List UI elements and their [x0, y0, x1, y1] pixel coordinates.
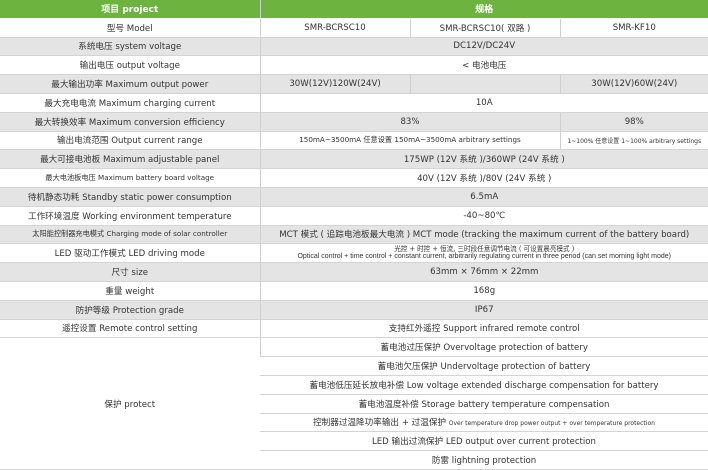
protect-item: 蓄电池温度补偿 Storage battery temperature comp…	[260, 394, 708, 413]
value: 支持红外遥控 Support infrared remote control	[260, 319, 708, 338]
value: 150mA~3500mA 任意设置 150mA~3500mA arbitrary…	[260, 131, 560, 150]
row-protect: 保护 protect 蓄电池过压保护 Overvoltage protectio…	[0, 338, 708, 357]
protect-item: LED 输出过流保护 LED output over current prote…	[260, 432, 708, 451]
row-max-output-power: 最大输出功率 Maximum output power 30W(12V)120W…	[0, 75, 708, 94]
row-max-panel-voltage: 最大电池板电压 Maximum battery board voltage 40…	[0, 169, 708, 188]
label: LED 驱动工作模式 LED driving mode	[0, 244, 260, 263]
row-model: 型号 Model SMR-BCRSC10 SMR-BCRSC10( 双路 ) S…	[0, 18, 708, 37]
row-charging-mode: 太阳能控制器充电模式 Charging mode of solar contro…	[0, 225, 708, 244]
label: 最大输出功率 Maximum output power	[0, 75, 260, 94]
value: 98%	[560, 112, 708, 131]
row-max-efficiency: 最大转换效率 Maximum conversion efficiency 83%…	[0, 112, 708, 131]
value: 30W(12V)120W(24V)	[260, 75, 410, 94]
label: 输出电流范围 Output current range	[0, 131, 260, 150]
row-remote: 遥控设置 Remote control setting 支持红外遥控 Suppo…	[0, 319, 708, 338]
value: 6.5mA	[260, 187, 708, 206]
protect-item: 控制器过温降功率输出 + 过温保护 Over temperature drop …	[260, 413, 708, 432]
row-max-panel: 最大可接电池板 Maximum adjustable panel 175WP (…	[0, 150, 708, 169]
value-cn: 光控 + 时控 + 恒流, 三时段任意调节电流 ( 可设置晨亮模式 )	[261, 245, 708, 253]
label: 保护 protect	[0, 338, 260, 470]
protect-item: 防雷 lightning protection	[260, 451, 708, 470]
label: 尺寸 size	[0, 263, 260, 282]
value-en: Optical control + time control + constan…	[261, 253, 708, 262]
value: 83%	[260, 112, 560, 131]
label: 系统电压 system voltage	[0, 37, 260, 56]
value: 40V (12V 系统 )/80V (24V 系统 )	[260, 169, 708, 188]
value: 光控 + 时控 + 恒流, 三时段任意调节电流 ( 可设置晨亮模式 )Optic…	[260, 244, 708, 263]
row-system-voltage: 系统电压 system voltage DC12V/DC24V	[0, 37, 708, 56]
value: SMR-BCRSC10( 双路 )	[410, 18, 560, 37]
value: 1~100% 任意设置 1~100% arbitrary settings	[560, 131, 708, 150]
label: 遥控设置 Remote control setting	[0, 319, 260, 338]
value: DC12V/DC24V	[260, 37, 708, 56]
protect-item: 蓄电池过压保护 Overvoltage protection of batter…	[260, 338, 708, 357]
protect-item: 蓄电池欠压保护 Undervoltage protection of batte…	[260, 357, 708, 376]
value: < 电池电压	[260, 56, 708, 75]
header-spec: 规格	[260, 0, 708, 18]
header-row: 项目 project 规格	[0, 0, 708, 18]
row-output-voltage: 输出电压 output voltage < 电池电压	[0, 56, 708, 75]
label: 最大转换效率 Maximum conversion efficiency	[0, 112, 260, 131]
label: 重量 weight	[0, 281, 260, 300]
value: MCT 模式 ( 追踪电池板最大电流 ) MCT mode (tracking …	[260, 225, 708, 244]
value	[410, 75, 560, 94]
value: -40~80℃	[260, 206, 708, 225]
value: 63mm × 76mm × 22mm	[260, 263, 708, 282]
row-led-mode: LED 驱动工作模式 LED driving mode 光控 + 时控 + 恒流…	[0, 244, 708, 263]
row-output-current-range: 输出电流范围 Output current range 150mA~3500mA…	[0, 131, 708, 150]
label: 太阳能控制器充电模式 Charging mode of solar contro…	[0, 225, 260, 244]
label: 最大充电电流 Maximum charging current	[0, 93, 260, 112]
value: SMR-KF10	[560, 18, 708, 37]
label: 最大可接电池板 Maximum adjustable panel	[0, 150, 260, 169]
label: 型号 Model	[0, 18, 260, 37]
row-temperature: 工作环境温度 Working environment temperature -…	[0, 206, 708, 225]
value: 175WP (12V 系统 )/360WP (24V 系统 )	[260, 150, 708, 169]
label: 最大电池板电压 Maximum battery board voltage	[0, 169, 260, 188]
protect-item-cn: 控制器过温降功率输出 + 过温保护	[313, 418, 446, 428]
value: 168g	[260, 281, 708, 300]
row-size: 尺寸 size 63mm × 76mm × 22mm	[0, 263, 708, 282]
header-project: 项目 project	[0, 0, 260, 18]
row-standby: 待机静态功耗 Standby static power consumption …	[0, 187, 708, 206]
value: 30W(12V)60W(24V)	[560, 75, 708, 94]
row-max-charging-current: 最大充电电流 Maximum charging current 10A	[0, 93, 708, 112]
protect-item-en: Over temperature drop power output + ove…	[449, 420, 655, 427]
label: 防护等级 Protection grade	[0, 300, 260, 319]
label: 输出电压 output voltage	[0, 56, 260, 75]
label: 工作环境温度 Working environment temperature	[0, 206, 260, 225]
protect-item: 蓄电池低压延长放电补偿 Low voltage extended dischar…	[260, 375, 708, 394]
value: SMR-BCRSC10	[260, 18, 410, 37]
label: 待机静态功耗 Standby static power consumption	[0, 187, 260, 206]
value: 10A	[260, 93, 708, 112]
row-protection-grade: 防护等级 Protection grade IP67	[0, 300, 708, 319]
row-weight: 重量 weight 168g	[0, 281, 708, 300]
value: IP67	[260, 300, 708, 319]
